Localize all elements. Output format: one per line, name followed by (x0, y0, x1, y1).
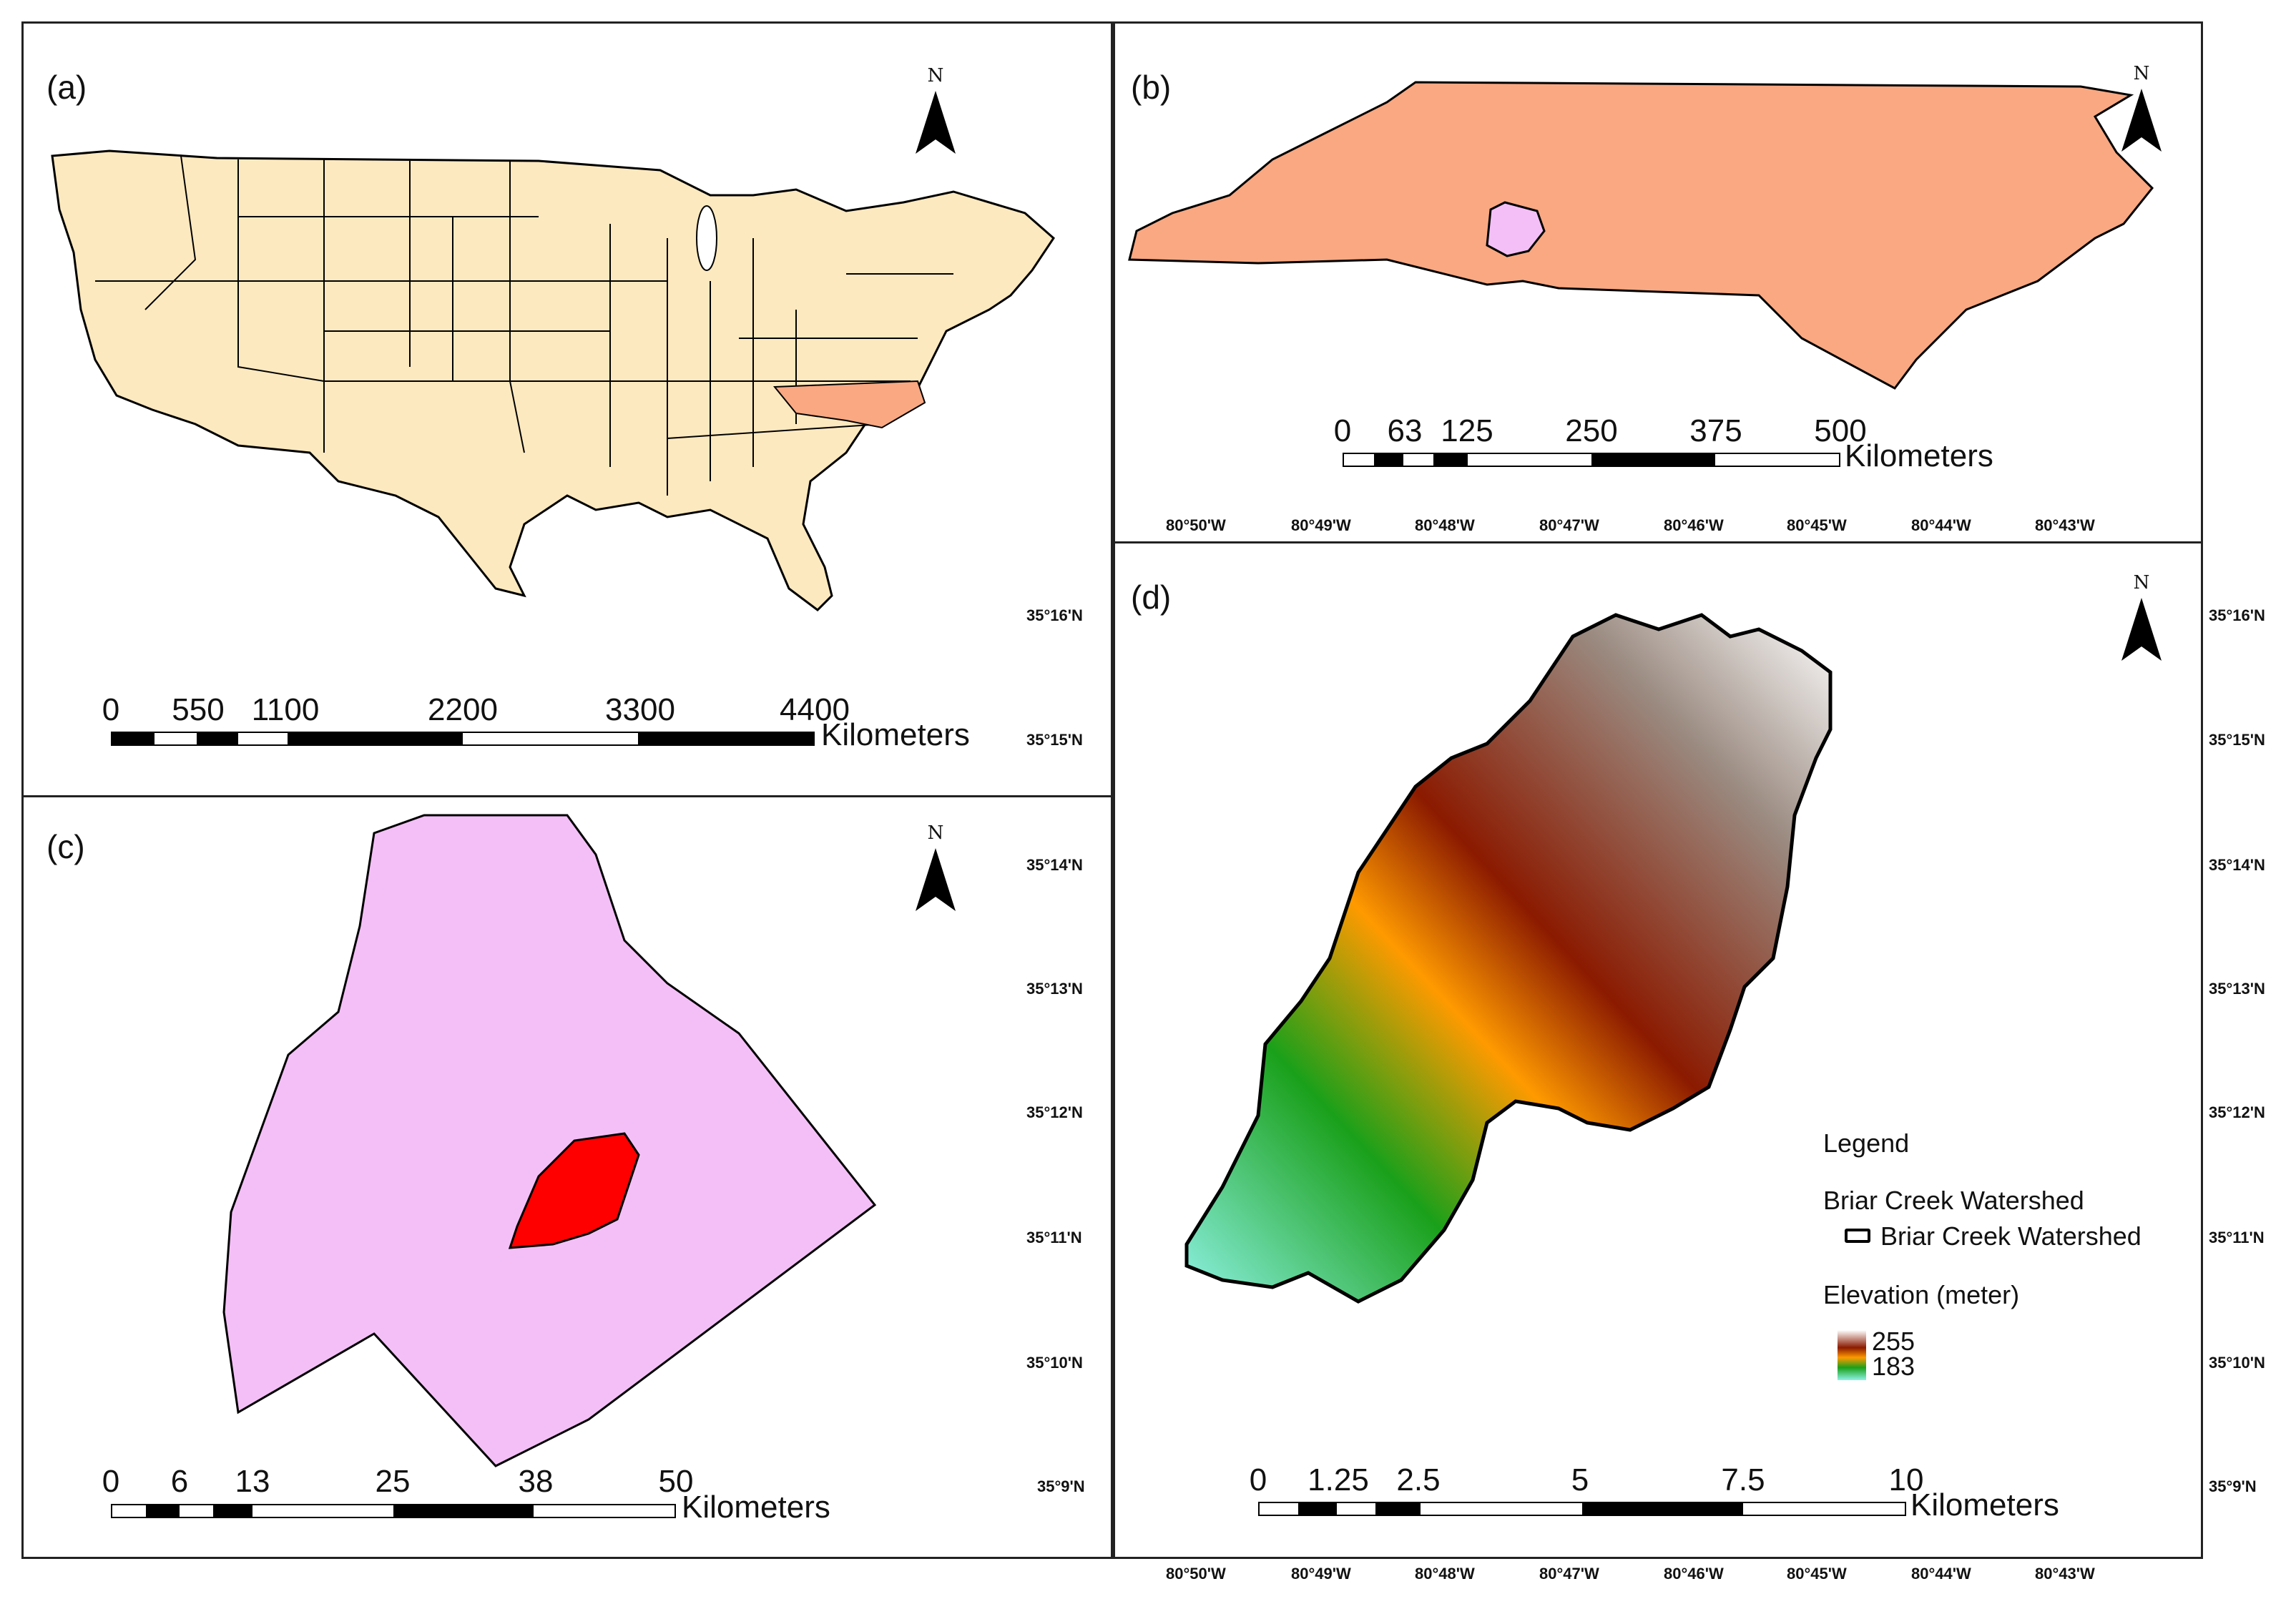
latitude-label: 35°14'N (2209, 856, 2265, 874)
panel-b-nc-map: (b) N 0 63 125 250 375 500 Kilometers (1113, 21, 2203, 543)
longitude-label: 80°45'W (1787, 516, 1847, 534)
north-arrow-icon (2121, 598, 2162, 661)
longitude-label: 80°46'W (1664, 516, 1724, 534)
longitude-label: 80°44'W (1911, 516, 1971, 534)
longitude-label: 80°46'W (1664, 1565, 1724, 1583)
north-label: N (2133, 63, 2150, 84)
scale-tick: 1.25 (1308, 1462, 1369, 1497)
panel-a-usa-map: (a) N (21, 21, 1113, 797)
scale-tick: 0 (1333, 413, 1352, 448)
longitude-label: 80°44'W (1911, 1565, 1971, 1583)
latitude-label: 35°11'N (2209, 1229, 2265, 1246)
scale-tick: 13 (235, 1464, 270, 1499)
latitude-label: 35°14'N (1026, 856, 1083, 874)
longitude-label: 80°48'W (1415, 1565, 1475, 1583)
scale-tick: 6 (170, 1464, 189, 1499)
legend-layer-item: Briar Creek Watershed (1880, 1221, 2142, 1251)
scale-tick: 0 (102, 692, 120, 727)
scale-tick: 38 (518, 1464, 554, 1499)
scale-tick: 250 (1565, 413, 1618, 448)
longitude-label: 80°47'W (1539, 1565, 1599, 1583)
latitude-label: 35°12'N (2209, 1103, 2265, 1121)
latitude-label: 35°16'N (2209, 606, 2265, 624)
north-arrow-d: N (2120, 572, 2163, 666)
scale-tick: 4400 (780, 692, 850, 727)
longitude-label: 80°49'W (1291, 516, 1351, 534)
scale-tick: 1100 (251, 692, 320, 727)
longitude-label: 80°43'W (2035, 1565, 2095, 1583)
legend-layer-group: Briar Creek Watershed (1823, 1186, 2084, 1215)
longitude-label: 80°49'W (1291, 1565, 1351, 1583)
latitude-label: 35°13'N (1026, 980, 1083, 998)
scale-tick: 10 (1888, 1462, 1924, 1497)
latitude-label: 35°11'N (1026, 1229, 1082, 1246)
scale-tick: 125 (1441, 413, 1493, 448)
latitude-label: 35°9'N (1037, 1477, 1085, 1495)
scale-tick: 5 (1571, 1462, 1589, 1497)
north-arrow-a: N (914, 65, 957, 159)
scale-unit: Kilometers (821, 717, 970, 752)
legend-elevation-title: Elevation (meter) (1823, 1280, 2020, 1309)
scale-bar-graphic (1343, 453, 1840, 467)
scale-tick: 7.5 (1721, 1462, 1765, 1497)
nc-state-map (1128, 81, 2154, 390)
longitude-label: 80°43'W (2035, 516, 2095, 534)
longitude-label: 80°48'W (1415, 516, 1475, 534)
legend-elevation-high: 255 (1872, 1327, 1915, 1356)
north-label: N (927, 822, 944, 844)
scale-unit: Kilometers (1910, 1487, 2059, 1522)
usa-states-map (51, 149, 1055, 611)
watershed-elevation-map (1184, 613, 1833, 1304)
longitude-label: 80°50'W (1166, 516, 1226, 534)
latitude-label: 35°10'N (1026, 1354, 1083, 1372)
scale-bar-graphic (1258, 1502, 1906, 1516)
scale-tick: 500 (1814, 413, 1867, 448)
panel-label-c: (c) (46, 828, 85, 865)
scale-tick: 2200 (428, 692, 498, 727)
elevation-color-ramp (1838, 1330, 1866, 1380)
panel-c-county-map: (c) N 0 6 13 25 38 50 Kilometers (21, 795, 1113, 1559)
latitude-label: 35°13'N (2209, 980, 2265, 998)
scale-tick: 50 (658, 1464, 694, 1499)
scale-tick: 63 (1387, 413, 1423, 448)
latitude-label: 35°15'N (1026, 731, 1083, 749)
scale-tick: 375 (1689, 413, 1742, 448)
panel-label-b: (b) (1131, 69, 1172, 106)
scale-tick: 25 (375, 1464, 411, 1499)
north-arrow-icon (916, 848, 956, 911)
north-label: N (2133, 572, 2150, 594)
latitude-label: 35°12'N (1026, 1103, 1083, 1121)
legend-title: Legend (1823, 1128, 1910, 1158)
north-arrow-icon (2121, 89, 2162, 152)
longitude-label: 80°45'W (1787, 1565, 1847, 1583)
scale-bar-graphic (111, 1504, 676, 1518)
scale-tick: 3300 (605, 692, 675, 727)
legend-watershed-symbol (1845, 1229, 1870, 1243)
scale-tick: 2.5 (1396, 1462, 1441, 1497)
panel-label-a: (a) (46, 69, 87, 106)
north-arrow-b: N (2120, 63, 2163, 157)
latitude-label: 35°15'N (2209, 731, 2265, 749)
scale-tick: 550 (172, 692, 225, 727)
scale-tick: 0 (102, 1464, 120, 1499)
north-label: N (927, 65, 944, 87)
scale-unit: Kilometers (1845, 438, 1993, 473)
longitude-label: 80°50'W (1166, 1565, 1226, 1583)
latitude-label: 35°16'N (1026, 606, 1083, 624)
county-map (222, 814, 877, 1467)
north-arrow-c: N (914, 822, 957, 916)
latitude-label: 35°9'N (2209, 1477, 2257, 1495)
latitude-label: 35°10'N (2209, 1354, 2265, 1372)
scale-unit: Kilometers (682, 1490, 830, 1525)
panel-d-watershed-dem: (d) N Legend B (1113, 541, 2203, 1559)
longitude-label: 80°47'W (1539, 516, 1599, 534)
scale-bar-graphic (111, 732, 815, 746)
legend-elevation-low: 183 (1872, 1352, 1915, 1381)
panel-label-d: (d) (1131, 579, 1172, 616)
north-arrow-icon (916, 91, 956, 154)
scale-tick: 0 (1249, 1462, 1267, 1497)
